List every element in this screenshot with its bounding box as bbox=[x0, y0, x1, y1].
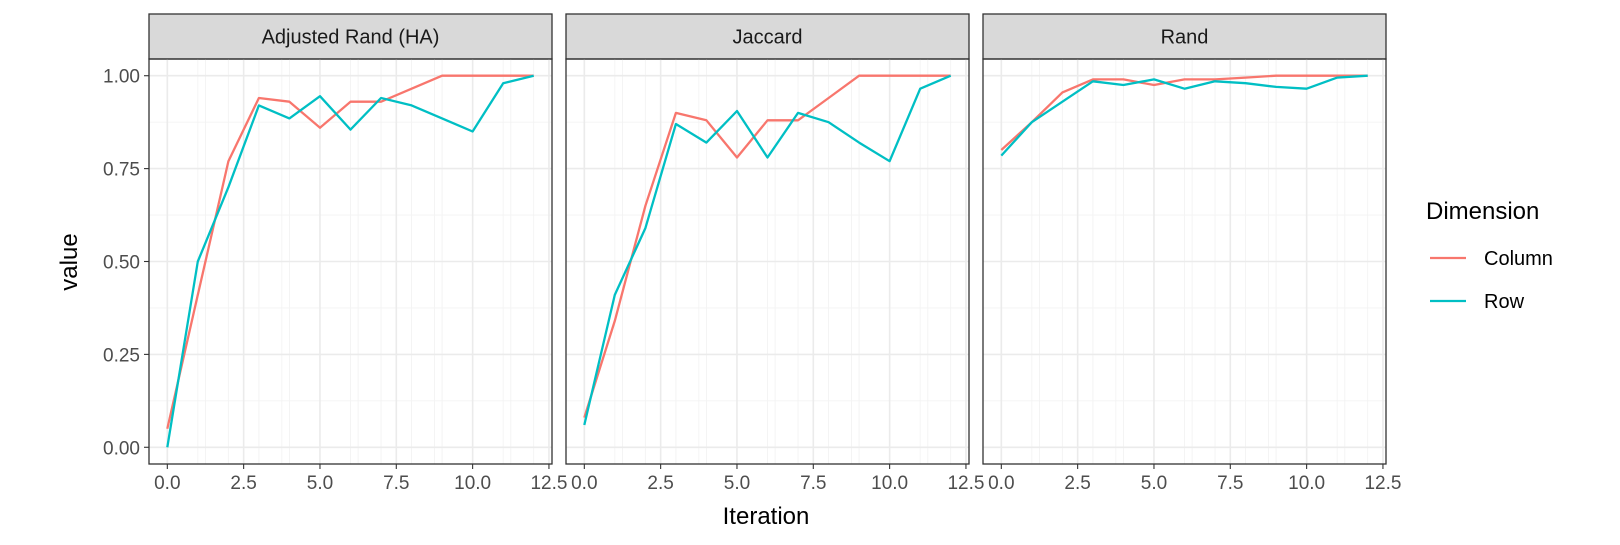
strip-label: Rand bbox=[1161, 27, 1209, 49]
legend: Dimension Column Row bbox=[1426, 198, 1553, 313]
x-tick-label: 0.0 bbox=[571, 473, 597, 494]
y-tick-label: 0.75 bbox=[103, 160, 140, 181]
x-tick-label: 12.5 bbox=[530, 473, 567, 494]
x-ticks-layer: 0.0 2.5 5.0 7.5 10.0 12.5 0.0 2.5 5.0 7.5 10.0 12.5… bbox=[154, 464, 1401, 494]
x-tick-label: 10.0 bbox=[871, 473, 908, 494]
panel-2: Jaccard bbox=[565, 13, 970, 465]
panels-layer: Adjusted Rand (HA) Jaccard Rand bbox=[148, 13, 1387, 465]
strip-background bbox=[565, 13, 970, 60]
x-tick-label: 5.0 bbox=[724, 473, 750, 494]
series-line-row bbox=[1000, 74, 1368, 157]
panel-border bbox=[982, 58, 1387, 465]
x-tick-label: 5.0 bbox=[307, 473, 333, 494]
series-line-column bbox=[583, 74, 951, 418]
x-tick-label: 5.0 bbox=[1141, 473, 1167, 494]
x-tick-label: 12.5 bbox=[1364, 473, 1401, 494]
strip-label: Jaccard bbox=[732, 27, 802, 49]
y-tick-label: 1.00 bbox=[103, 67, 140, 88]
x-tick-label: 2.5 bbox=[230, 473, 256, 494]
panel-border bbox=[565, 58, 970, 465]
legend-item-row: Row bbox=[1430, 291, 1525, 313]
strip-background bbox=[982, 13, 1387, 60]
legend-title: Dimension bbox=[1426, 198, 1539, 225]
panel-1: Adjusted Rand (HA) bbox=[148, 13, 553, 465]
strip-label: Adjusted Rand (HA) bbox=[262, 27, 440, 49]
x-tick-label: 10.0 bbox=[1288, 473, 1325, 494]
y-axis-title: value bbox=[56, 233, 83, 290]
series-line-column bbox=[166, 74, 534, 429]
x-tick-label: 2.5 bbox=[647, 473, 673, 494]
x-tick-label: 2.5 bbox=[1064, 473, 1090, 494]
x-axis-title: Iteration bbox=[723, 503, 810, 530]
legend-label-column: Column bbox=[1484, 248, 1553, 270]
x-tick-label: 0.0 bbox=[154, 473, 180, 494]
series-line-column bbox=[1000, 74, 1368, 151]
series-line-row bbox=[166, 74, 534, 448]
panel-3: Rand bbox=[982, 13, 1387, 465]
strip-background bbox=[148, 13, 553, 60]
x-tick-label: 10.0 bbox=[454, 473, 491, 494]
y-tick-label: 0.50 bbox=[103, 253, 140, 274]
x-tick-label: 7.5 bbox=[1217, 473, 1243, 494]
x-tick-label: 0.0 bbox=[988, 473, 1014, 494]
series-line-row bbox=[583, 74, 952, 426]
x-tick-label: 12.5 bbox=[947, 473, 984, 494]
y-tick-label: 0.25 bbox=[103, 345, 140, 366]
x-tick-label: 7.5 bbox=[800, 473, 826, 494]
x-tick-label: 7.5 bbox=[383, 473, 409, 494]
y-tick-label: 0.00 bbox=[103, 438, 140, 459]
legend-label-row: Row bbox=[1484, 291, 1525, 313]
legend-item-column: Column bbox=[1430, 248, 1553, 270]
y-ticks-layer: 0.00 0.25 0.50 0.75 1.00 bbox=[103, 67, 149, 459]
